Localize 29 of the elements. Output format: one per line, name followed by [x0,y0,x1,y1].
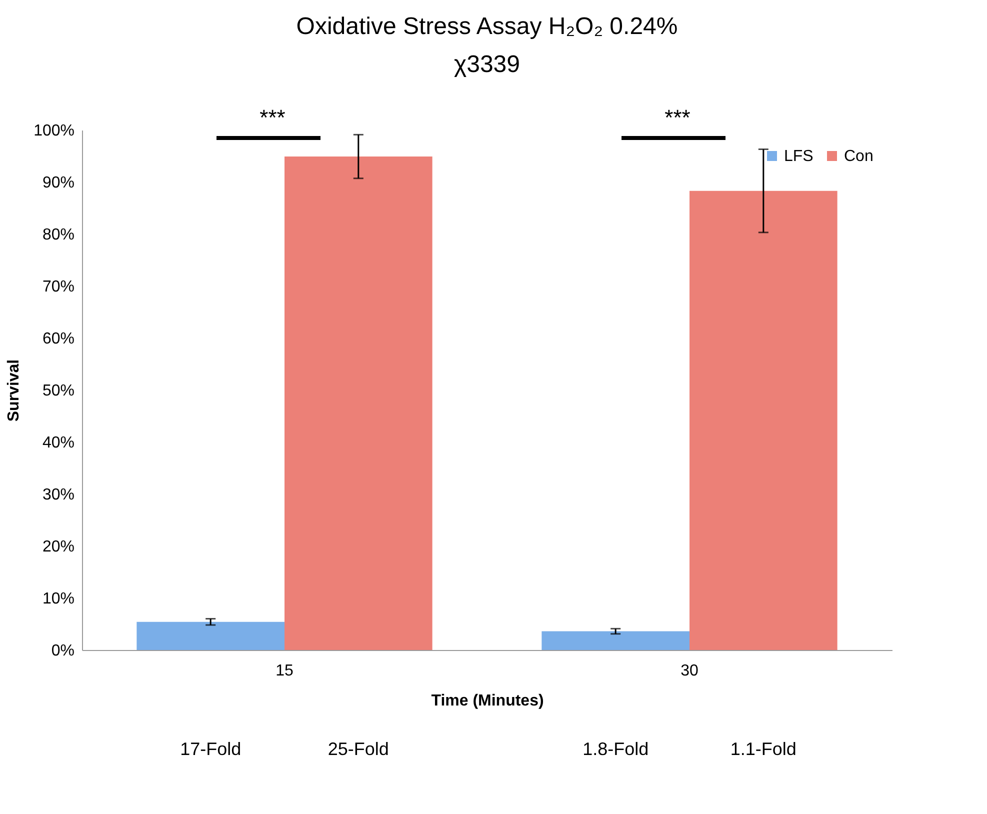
x-axis-title: Time (Minutes) [431,692,544,710]
x-tick-label: 30 [680,662,698,680]
bar [136,622,284,650]
bar [284,156,432,650]
x-tick-label: 15 [276,662,294,680]
y-tick-label: 0% [51,642,74,660]
y-tick-label: 60% [42,330,74,348]
y-tick-label: 90% [42,174,74,192]
bar [542,631,690,650]
y-tick-label: 100% [34,122,74,140]
y-tick-label: 20% [42,538,74,556]
y-tick-label: 30% [42,486,74,504]
y-tick-label: 80% [42,226,74,244]
text: 25-Fold [328,739,389,759]
text: 1.8-Fold [582,739,649,759]
text: *** [260,105,286,130]
text: 1.1-Fold [730,739,796,759]
text: *** [664,105,691,130]
chart-subtitle: χ3339 [454,51,520,78]
y-tick-label: 10% [42,590,74,608]
legend-label: LFS [784,148,814,165]
y-tick-label: 70% [42,278,74,296]
text: 17-Fold [180,739,242,759]
y-axis-title: Survival [6,359,23,422]
chart-title: Oxidative Stress Assay H₂O₂ 0.24% [296,13,678,40]
y-tick-label: 40% [42,434,74,452]
bar [690,190,838,650]
y-tick-label: 50% [42,382,74,400]
legend-label: Con [844,148,874,165]
